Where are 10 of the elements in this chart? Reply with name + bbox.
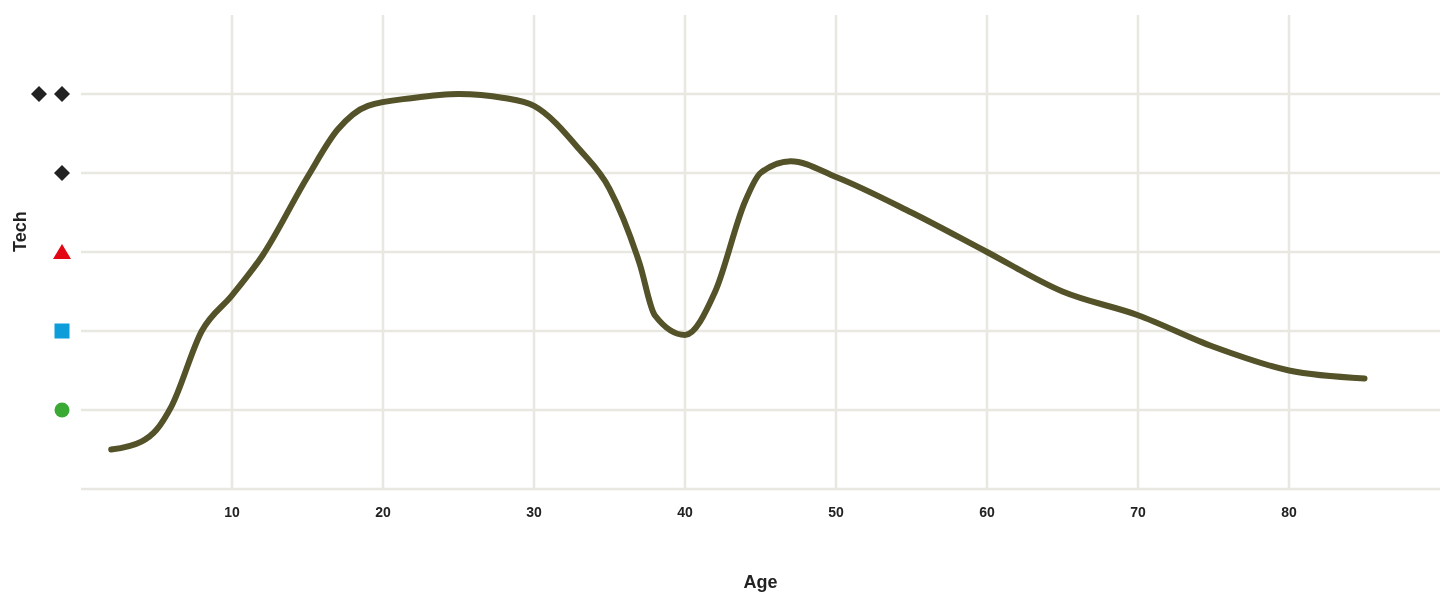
x-tick-label: 80	[1281, 503, 1297, 520]
x-tick-label: 20	[375, 503, 391, 520]
x-tick-label: 70	[1130, 503, 1146, 520]
x-tick-label: 10	[224, 503, 240, 520]
x-tick-label: 30	[526, 503, 542, 520]
x-tick-label: 40	[677, 503, 693, 520]
x-axis-title: Age	[743, 572, 778, 592]
x-tick-label: 50	[828, 503, 844, 520]
y-axis-title: Tech	[10, 211, 31, 252]
x-tick-label: 60	[979, 503, 995, 520]
